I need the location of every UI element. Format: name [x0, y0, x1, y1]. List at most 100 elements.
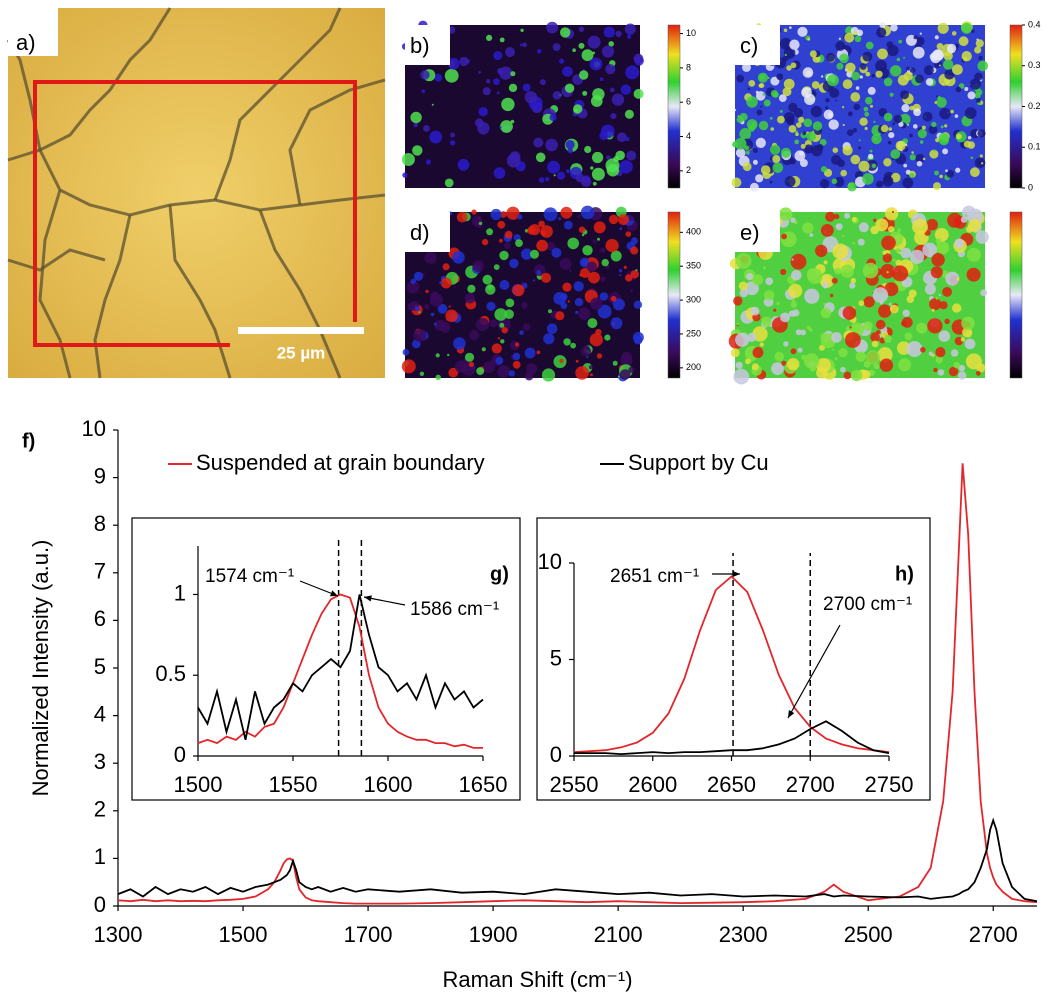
map-texture: [888, 226, 895, 233]
map-texture: [967, 91, 976, 100]
map-texture: [844, 212, 851, 219]
map-texture: [567, 300, 570, 303]
map-texture: [891, 210, 895, 214]
map-texture: [530, 249, 539, 259]
map-texture: [589, 333, 603, 347]
map-texture: [790, 301, 797, 308]
map-texture: [842, 145, 853, 156]
map-texture: [752, 347, 764, 358]
map-texture: [802, 222, 814, 234]
map-texture: [790, 217, 796, 223]
map-texture: [922, 242, 937, 258]
map-texture: [835, 223, 843, 231]
map-texture: [760, 165, 771, 175]
map-texture: [541, 368, 556, 382]
map-texture: [931, 253, 945, 267]
map-texture: [913, 124, 918, 129]
map-texture: [610, 317, 623, 330]
map-texture: [924, 283, 936, 295]
map-texture: [761, 316, 772, 327]
map-texture: [883, 112, 893, 122]
map-texture: [826, 52, 836, 62]
map-texture: [909, 154, 916, 161]
map-texture: [560, 293, 568, 301]
map-texture: [958, 371, 967, 380]
map-texture: [734, 137, 747, 150]
map-texture: [845, 62, 856, 73]
map-texture: [536, 350, 541, 355]
arrow-head: [330, 590, 338, 597]
map-texture: [855, 86, 860, 90]
map-texture: [934, 101, 938, 104]
map-texture: [819, 178, 830, 189]
map-texture: [587, 35, 601, 49]
map-texture: [582, 245, 593, 256]
map-texture: [892, 265, 909, 282]
map-texture: [865, 96, 873, 105]
map-texture: [877, 347, 893, 363]
colorbar: [667, 211, 681, 379]
map-texture: [804, 288, 820, 304]
map-texture: [945, 169, 948, 173]
map-texture: [590, 297, 603, 311]
map-texture: [605, 64, 616, 75]
map-texture: [888, 132, 895, 139]
map-texture: [435, 353, 440, 358]
map-texture: [498, 126, 502, 129]
map-texture: [490, 208, 502, 221]
map-texture: [809, 50, 817, 58]
map-texture: [472, 260, 485, 272]
map-texture: [787, 358, 800, 371]
panel-label: e): [740, 220, 760, 245]
map-texture: [535, 152, 546, 163]
map-texture: [533, 137, 544, 148]
map-texture: [536, 239, 548, 252]
map-texture: [493, 264, 500, 270]
map-texture: [508, 83, 518, 93]
map-texture: [919, 32, 922, 35]
map-texture: [864, 126, 868, 131]
map-texture: [559, 258, 572, 270]
map-texture: [859, 117, 868, 126]
map-texture: [536, 49, 542, 54]
peak-annotation: 2700 cm⁻¹: [823, 594, 912, 615]
map-texture: [734, 330, 737, 333]
map-texture: [965, 214, 968, 218]
map-texture: [578, 26, 585, 32]
map-texture: [950, 109, 954, 114]
map-texture: [745, 358, 751, 365]
map-texture: [906, 66, 910, 71]
map-texture: [979, 154, 983, 158]
map-texture: [414, 306, 420, 312]
map-texture: [601, 258, 609, 267]
colorbar-tick-label: 0: [1028, 182, 1033, 192]
y-tick-label: 5: [550, 645, 562, 670]
grain-boundary: [7, 248, 106, 272]
map-texture: [493, 167, 506, 179]
colorbar-tick-label: 6: [686, 97, 691, 107]
map-texture: [889, 92, 894, 97]
map-texture: [471, 209, 477, 215]
map-texture: [424, 303, 430, 310]
map-texture: [581, 233, 585, 237]
map-texture: [731, 177, 742, 188]
map-texture: [930, 266, 943, 279]
map-texture: [863, 321, 873, 331]
map-texture: [759, 342, 764, 347]
map-texture: [862, 173, 874, 185]
map-texture: [497, 220, 506, 229]
map-texture: [857, 32, 861, 36]
map-texture: [459, 56, 469, 67]
map-texture: [788, 283, 803, 298]
map-texture: [551, 247, 562, 258]
map-texture: [419, 371, 425, 376]
map-texture: [475, 318, 490, 332]
map-texture: [617, 375, 621, 378]
map-texture: [735, 361, 743, 369]
map-texture: [764, 290, 775, 301]
peak-annotation: 1586 cm⁻¹: [410, 599, 499, 620]
map-texture: [762, 93, 766, 96]
map-texture: [837, 159, 845, 168]
map-texture: [964, 338, 976, 350]
map-texture: [779, 37, 792, 50]
